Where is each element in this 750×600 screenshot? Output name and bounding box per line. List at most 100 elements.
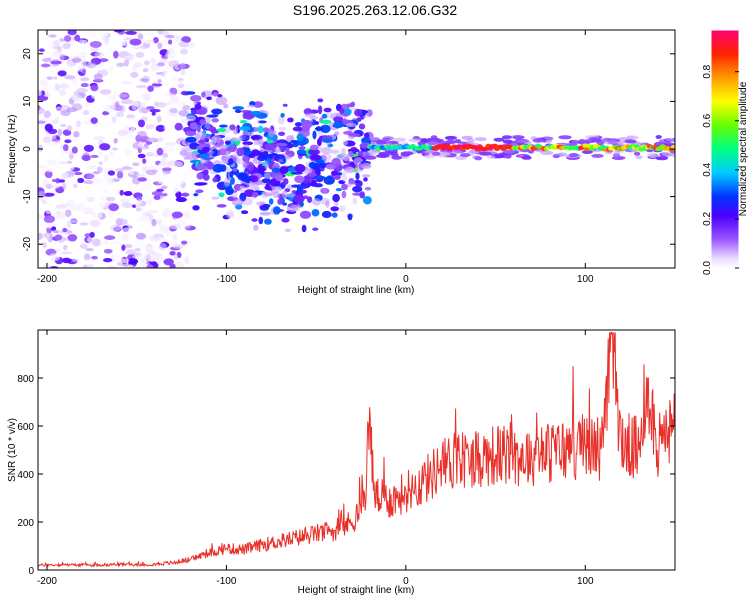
spectrogram-x-label: Height of straight line (km) [298, 285, 415, 296]
spectrogram-scatter-cell [195, 189, 204, 193]
spectrogram-scatter-cell [320, 119, 332, 125]
spectrogram-x-axis: -200 -100 0 100 [37, 30, 594, 285]
spectrogram-noise-cell [151, 83, 163, 87]
spectrogram-noise-cell [82, 110, 90, 116]
spectrogram-noise-cell [38, 118, 49, 126]
spectrogram-line-halo [383, 137, 390, 142]
snr-x-tick-label: 0 [403, 576, 409, 587]
spectrogram-noise-cell [113, 50, 119, 59]
spectrogram-scatter-cell [250, 135, 260, 140]
spectrogram-noise-cell [43, 94, 53, 98]
spectrogram-scatter-cell [231, 137, 244, 142]
spectrogram-noise-cell [102, 114, 115, 118]
spectrogram-scatter-cell [196, 124, 201, 133]
spectrogram-scatter-cell [301, 119, 313, 129]
spectrogram-scatter-cell [247, 104, 256, 108]
spectrogram-noise-cell [71, 57, 82, 63]
spectrogram-noise-cell [76, 177, 85, 183]
spectrogram-noise-cell [107, 211, 114, 218]
spectrogram-scatter-cell [316, 138, 322, 147]
spectrogram-noise-cell [93, 102, 101, 109]
spectrogram-noise-cell [45, 132, 57, 140]
spectrogram-scatter-cell [303, 175, 310, 184]
spectrogram-scatter-cell [232, 106, 245, 111]
spectrogram-scatter-cell [359, 142, 370, 149]
spectrogram-noise-cell [54, 234, 63, 241]
spectrogram-line-halo [590, 138, 603, 143]
spectrogram-noise-cell [42, 58, 52, 63]
spectrogram-x-tick-label: -100 [216, 274, 236, 285]
spectrogram-noise-cell [183, 210, 191, 219]
spectrogram-noise-cell [113, 138, 118, 144]
spectrogram-noise-cell [79, 243, 88, 249]
spectrogram-noise-cell [135, 207, 142, 212]
spectrogram-scatter-cell [282, 202, 288, 206]
snr-y-tick-label: 400 [17, 470, 34, 481]
spectrogram-scatter-cell [360, 163, 372, 169]
spectrogram-scatter-cell [228, 158, 234, 165]
spectrogram-line-halo [486, 155, 496, 160]
spectrogram-noise-cell [169, 199, 177, 208]
spectrogram-noise-cell [62, 42, 71, 50]
spectrogram-scatter-cell [243, 144, 250, 148]
spectrogram-noise-cell [116, 218, 128, 225]
spectrogram-noise-cell [103, 188, 109, 193]
spectrogram-scatter-cell [192, 205, 200, 211]
spectrogram-noise-cell [40, 63, 51, 68]
spectrogram-scatter-cell [211, 108, 223, 115]
spectrogram-scatter-cell [363, 132, 370, 138]
spectrogram-scatter-cell [294, 175, 305, 184]
spectrogram-scatter-cell [284, 228, 291, 233]
spectrogram-noise-cell [96, 211, 103, 219]
spectrogram-noise-cell [140, 211, 146, 216]
spectrogram-scatter-cell [359, 191, 366, 199]
snr-y-tick-label: 200 [17, 518, 34, 529]
snr-y-tick-label: 600 [17, 422, 34, 433]
spectrogram-scatter-cell [251, 218, 258, 222]
spectrogram-noise-cell [178, 79, 184, 86]
spectrogram-noise-cell [144, 60, 150, 66]
spectrogram-noise-cell [101, 181, 107, 187]
spectrogram-scatter-cell [197, 140, 204, 144]
spectrogram-scatter-cell [315, 175, 326, 180]
spectrogram-noise-cell [155, 188, 165, 192]
spectrogram-noise-cell [112, 147, 118, 151]
spectrogram-scatter-cell [226, 210, 235, 219]
spectrogram-scatter-cell [239, 185, 246, 193]
spectrogram-noise-cell [61, 172, 68, 181]
spectrogram-noise-cell [43, 110, 51, 119]
spectrogram-noise-cell [71, 93, 82, 102]
spectrogram-noise-cell [82, 264, 88, 268]
colorbar-ticks: 0.0 0.2 0.4 0.6 0.8 [702, 64, 739, 275]
spectrogram-scatter-cell [257, 155, 267, 162]
spectrogram-scatter-cell [345, 123, 357, 127]
spectrogram-scatter-cell [264, 143, 277, 151]
spectrogram-noise-cell [133, 61, 143, 68]
spectrogram-noise-cell [134, 238, 146, 247]
spectrogram-noise-cell [69, 219, 78, 224]
spectrogram-noise-cell [137, 153, 146, 159]
spectrogram-noise-cell [99, 89, 112, 95]
spectrogram-noise-cell [166, 48, 175, 54]
spectrogram-noise-cell [108, 240, 121, 245]
spectrogram-noise-cell [156, 147, 164, 156]
spectrogram-scatter-cell [361, 174, 371, 178]
spectrogram-scatter-cell [259, 211, 272, 216]
spectrogram-noise-cell [137, 105, 145, 114]
spectrogram-noise-cell [75, 120, 81, 128]
spectrogram-line-halo [391, 155, 403, 160]
spectrogram-noise-cell [38, 191, 47, 197]
spectrogram-noise-cell [157, 135, 165, 143]
spectrogram-scatter-cell [314, 166, 321, 175]
spectrogram-noise-cell [73, 183, 78, 189]
spectrogram-scatter-cell [258, 216, 264, 225]
spectrogram-noise-cell [42, 242, 47, 249]
spectrogram-scatter-cell [285, 147, 290, 156]
spectrogram-y-tick-label: -20 [22, 237, 33, 252]
spectrogram-noise-cell [169, 223, 182, 230]
spectrogram-scatter-cell [236, 147, 245, 157]
spectrogram-noise-cell [143, 143, 149, 148]
spectrogram-noise-cell [138, 119, 145, 128]
spectrogram-scatter-cell [341, 183, 348, 191]
spectrogram-scatter-cell [320, 124, 331, 134]
